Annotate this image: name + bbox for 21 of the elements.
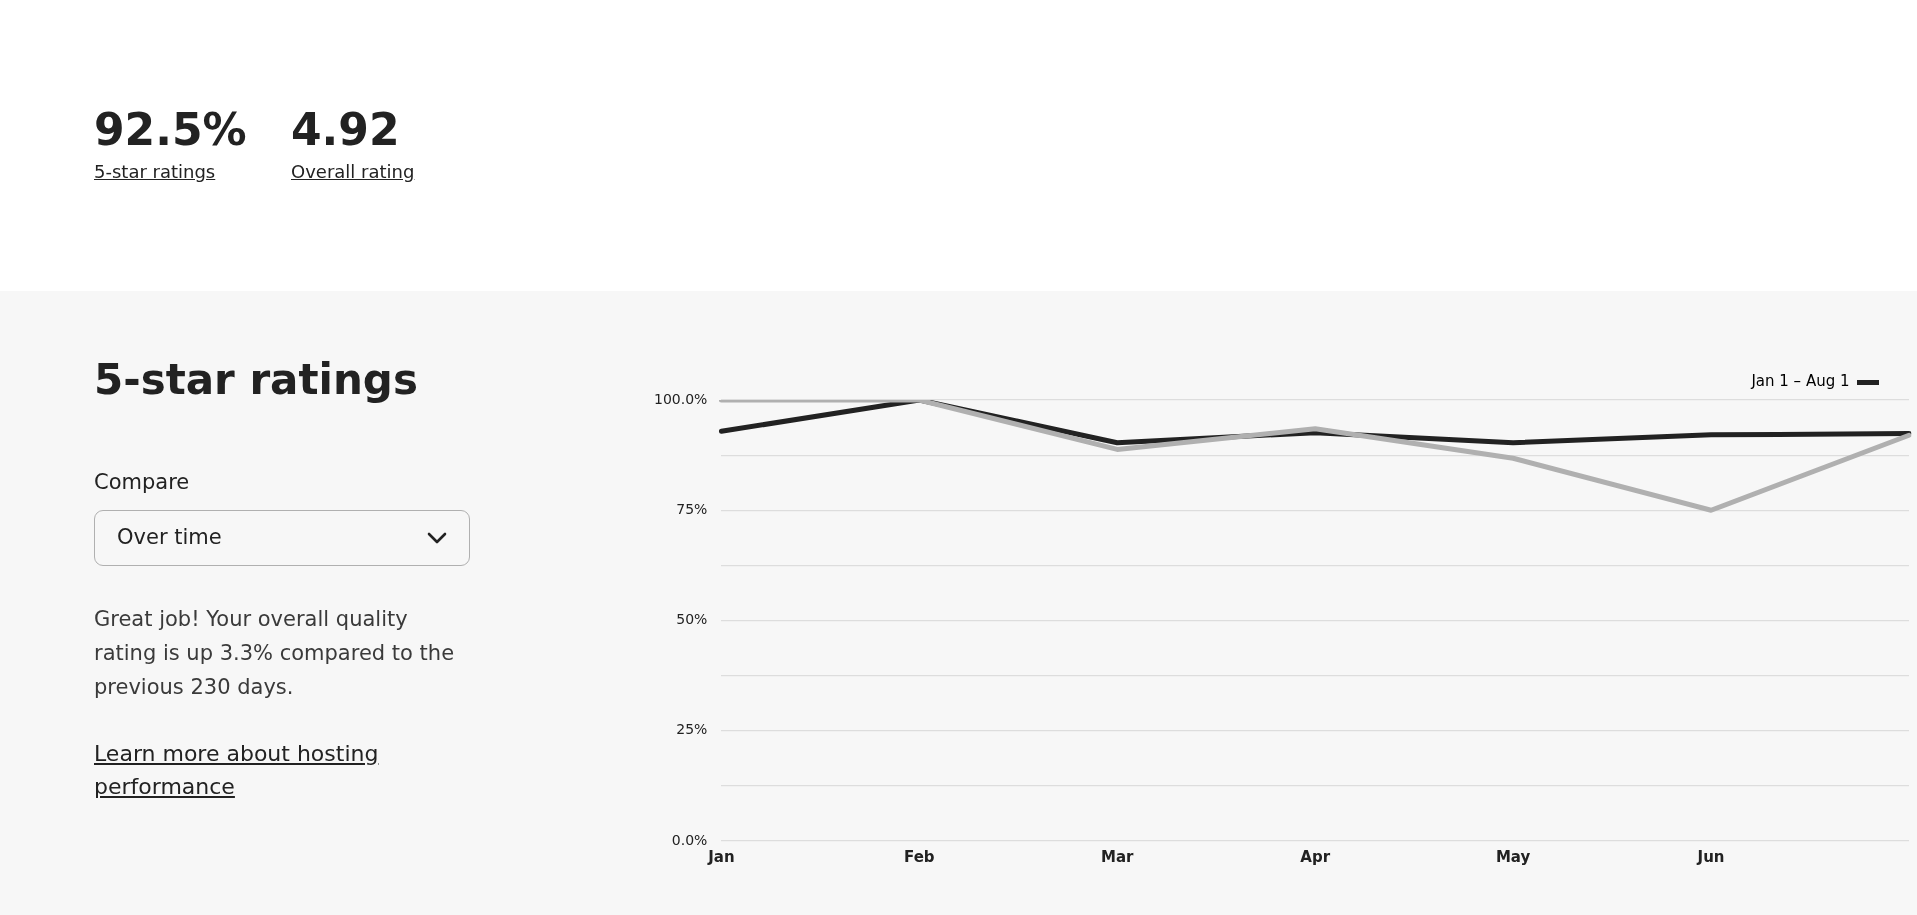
y-tick-label: 25% (676, 721, 708, 738)
y-tick-label: 0.0% (671, 831, 708, 848)
x-tick-label: Feb (904, 847, 935, 866)
text: Overall rating (291, 161, 415, 182)
text: 5-star ratings (94, 161, 216, 182)
text: 92.5% (94, 104, 247, 155)
x-tick-label: Apr (1300, 847, 1331, 866)
legend-label: Jan 1 – Aug 1 (1750, 372, 1850, 391)
text: 4.92 (291, 104, 400, 155)
text: Learn more about hosting performance (94, 740, 380, 801)
text: Great job! Your overall quality rating is up 3.3% compared to the previous 230 days. (94, 606, 456, 701)
y-tick-label: 50% (676, 611, 708, 628)
x-tick-label: Jun (1696, 847, 1725, 866)
y-tick-label: 75% (676, 500, 708, 517)
text: Compare (94, 470, 190, 494)
x-tick-label: Mar (1101, 847, 1135, 866)
text: 5-star ratings (94, 355, 418, 404)
text: Over time (117, 525, 222, 549)
x-tick-label: Jan (707, 847, 735, 866)
y-tick-label: 100.0% (653, 390, 708, 407)
x-tick-label: May (1495, 847, 1531, 866)
